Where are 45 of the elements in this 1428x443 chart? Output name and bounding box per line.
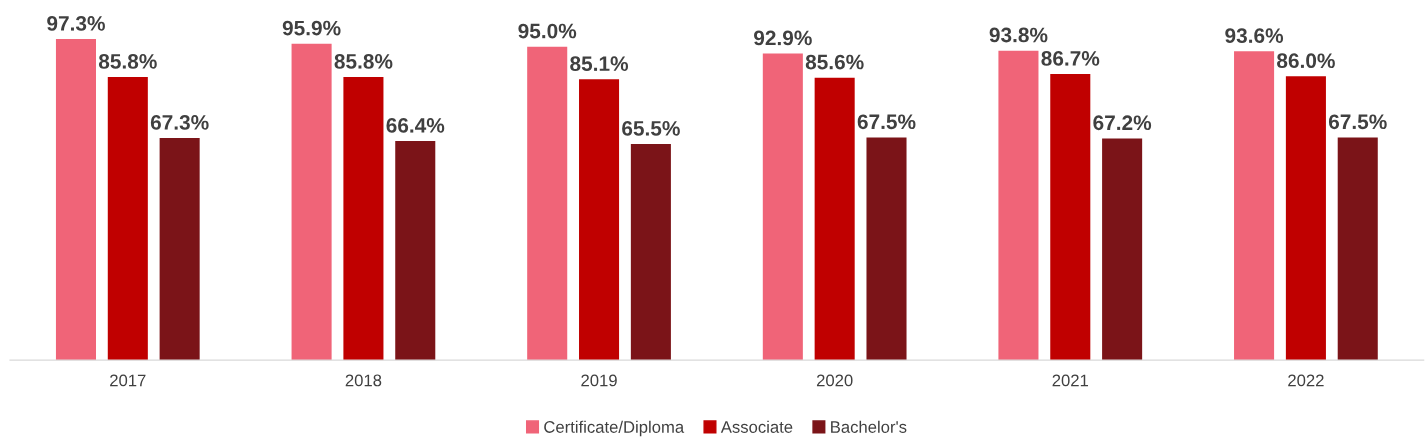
data-label: 97.3%: [47, 16, 105, 31]
data-label: 93.8%: [989, 27, 1048, 43]
bar: [998, 50, 1039, 361]
bar: [1234, 51, 1275, 361]
data-label: 67.3%: [150, 115, 209, 130]
bar: [1337, 137, 1378, 361]
data-label: 67.5%: [1328, 114, 1387, 130]
data-label: 67.5%: [857, 114, 916, 130]
data-label: 85.8%: [98, 54, 157, 69]
legend-label: Certificate/Diploma: [544, 420, 685, 437]
bar: [107, 77, 148, 361]
bar: [1285, 76, 1326, 361]
data-label: 86.0%: [1277, 53, 1335, 69]
x-tick-label: 2018: [345, 374, 382, 387]
data-label: 86.7%: [1041, 51, 1100, 66]
bar: [630, 144, 671, 361]
data-label: 85.8%: [334, 54, 393, 69]
bar: [866, 137, 907, 361]
data-label: 95.9%: [282, 20, 341, 36]
x-tick-label: 2022: [1288, 374, 1324, 387]
x-tick-label: 2019: [581, 374, 617, 387]
bar: [159, 138, 200, 361]
data-label: 93.6%: [1225, 28, 1284, 44]
data-label: 95.0%: [518, 23, 577, 39]
legend-label: Bachelor's: [831, 420, 907, 433]
bar: [762, 53, 803, 361]
data-label: 67.2%: [1093, 115, 1152, 131]
x-tick-label: 2020: [816, 374, 853, 387]
bar: [343, 77, 384, 361]
data-label: 92.9%: [754, 30, 812, 46]
data-label: 85.1%: [570, 56, 629, 72]
data-label: 65.5%: [622, 120, 680, 136]
bar: [1050, 74, 1091, 361]
x-tick-label: 2021: [1052, 374, 1089, 387]
data-label: 85.6%: [805, 54, 864, 70]
bar: [527, 46, 568, 361]
bar: [55, 39, 96, 361]
x-tick-label: 2017: [110, 374, 146, 387]
bar: [814, 77, 855, 361]
data-label: 66.4%: [386, 118, 445, 133]
bar: [1102, 138, 1143, 361]
legend-label: Associate: [720, 420, 793, 433]
bar: [291, 43, 332, 361]
bar: [579, 79, 620, 361]
bar: [395, 141, 436, 361]
